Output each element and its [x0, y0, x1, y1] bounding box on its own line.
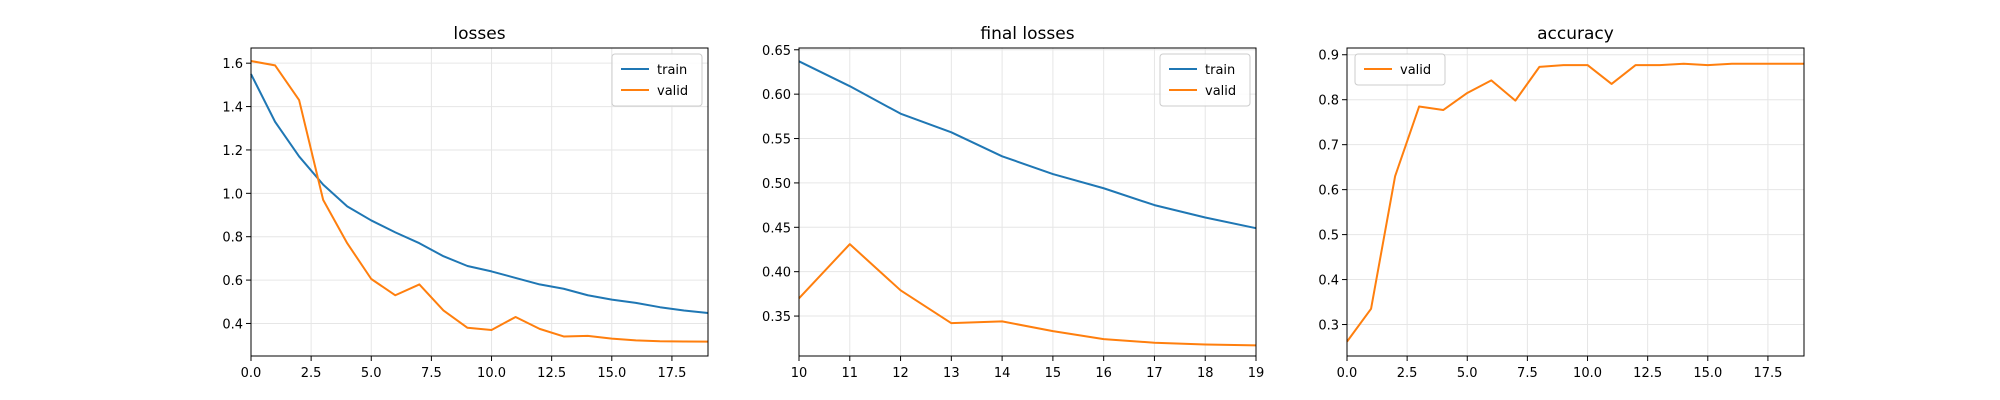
- axes-frame: [798, 47, 1257, 357]
- y-tick-label: 0.4: [1318, 274, 1339, 289]
- x-tick-label: 17.5: [657, 366, 686, 381]
- y-tick-label: 0.60: [762, 88, 791, 103]
- y-tick-label: 0.40: [762, 266, 791, 281]
- x-tick-label: 2.5: [1397, 366, 1418, 381]
- y-tick-label: 1.0: [222, 187, 243, 202]
- x-tick-label: 11: [842, 366, 859, 381]
- x-tick-label: 0.0: [1337, 366, 1358, 381]
- x-tick-label: 10.0: [1573, 366, 1602, 381]
- series-line-train: [798, 60, 1257, 230]
- y-tick-label: 1.6: [222, 57, 243, 72]
- plot-area: [1347, 48, 1804, 356]
- y-tick-label: 0.4: [222, 317, 243, 332]
- y-tick-label: 0.5: [1318, 229, 1339, 244]
- legend-label-valid: valid: [657, 84, 688, 99]
- x-tick-label: 15.0: [1693, 366, 1722, 381]
- x-tick-label: 13: [943, 366, 960, 381]
- x-tick-label: 19: [1248, 366, 1265, 381]
- x-tick-label: 16: [1095, 366, 1112, 381]
- legend: train valid: [611, 53, 703, 107]
- legend: train valid: [1159, 53, 1251, 107]
- x-tick-label: 18: [1197, 366, 1214, 381]
- legend-box: [1354, 53, 1446, 86]
- x-tick-label: 15: [1045, 366, 1062, 381]
- chart-panel-1: 10 11 12 13 14 15 16 17 18 19 0.35 0.40 0.45 0.50 0.55…: [762, 24, 1264, 381]
- axes-frame: [250, 47, 709, 357]
- x-tick-label: 15.0: [597, 366, 626, 381]
- y-tick-label: 0.55: [762, 133, 791, 148]
- y-tick-label: 0.7: [1318, 139, 1339, 154]
- y-tick-label: 0.6: [1318, 184, 1339, 199]
- axes-frame: [1346, 47, 1805, 357]
- series-line-valid: [798, 243, 1257, 347]
- y-tick-label: 0.45: [762, 221, 791, 236]
- y-tick-label: 0.9: [1318, 49, 1339, 64]
- x-tick-label: 5.0: [361, 366, 382, 381]
- x-tick-label: 7.5: [1517, 366, 1538, 381]
- y-tick-label: 0.6: [222, 274, 243, 289]
- x-tick-label: 17: [1146, 366, 1163, 381]
- x-tick-label: 12.5: [537, 366, 566, 381]
- y-tick-label: 1.4: [222, 101, 243, 116]
- chart-panel-0: 0.0 2.5 5.0 7.5 10.0 12.5 15.0 17.5 0.4 0.6 0.8 1.0…: [222, 24, 709, 381]
- y-tick-label: 0.8: [222, 231, 243, 246]
- x-tick-label: 14: [994, 366, 1011, 381]
- y-tick-label: 0.3: [1318, 319, 1339, 334]
- legend-label-train: train: [657, 63, 687, 78]
- legend-box: [1159, 53, 1251, 107]
- legend: valid: [1354, 53, 1446, 86]
- x-tick-label: 10: [791, 366, 808, 381]
- x-tick-label: 12: [892, 366, 909, 381]
- legend-label-valid: valid: [1205, 84, 1236, 99]
- y-tick-label: 0.50: [762, 177, 791, 192]
- legend-label-valid: valid: [1400, 63, 1431, 78]
- chart-title: losses: [453, 24, 505, 44]
- x-tick-label: 2.5: [301, 366, 322, 381]
- y-tick-label: 1.2: [222, 144, 243, 159]
- y-tick-label: 0.8: [1318, 94, 1339, 109]
- chart-title: accuracy: [1537, 24, 1614, 44]
- x-tick-label: 10.0: [477, 366, 506, 381]
- x-tick-label: 17.5: [1753, 366, 1782, 381]
- series-line-valid: [250, 60, 709, 343]
- legend-label-train: train: [1205, 63, 1235, 78]
- x-tick-label: 12.5: [1633, 366, 1662, 381]
- x-tick-label: 5.0: [1457, 366, 1478, 381]
- series-line-valid: [1346, 62, 1804, 343]
- x-tick-label: 0.0: [241, 366, 262, 381]
- y-tick-label: 0.65: [762, 44, 791, 59]
- legend-box: [611, 53, 703, 107]
- x-tick-label: 7.5: [421, 366, 442, 381]
- y-tick-label: 0.35: [762, 310, 791, 325]
- series-line-train: [250, 73, 709, 315]
- chart-title: final losses: [980, 24, 1074, 44]
- chart-panel-2: 0.0 2.5 5.0 7.5 10.0 12.5 15.0 17.5 0.3 0.4 0.5 0.6…: [1318, 24, 1805, 381]
